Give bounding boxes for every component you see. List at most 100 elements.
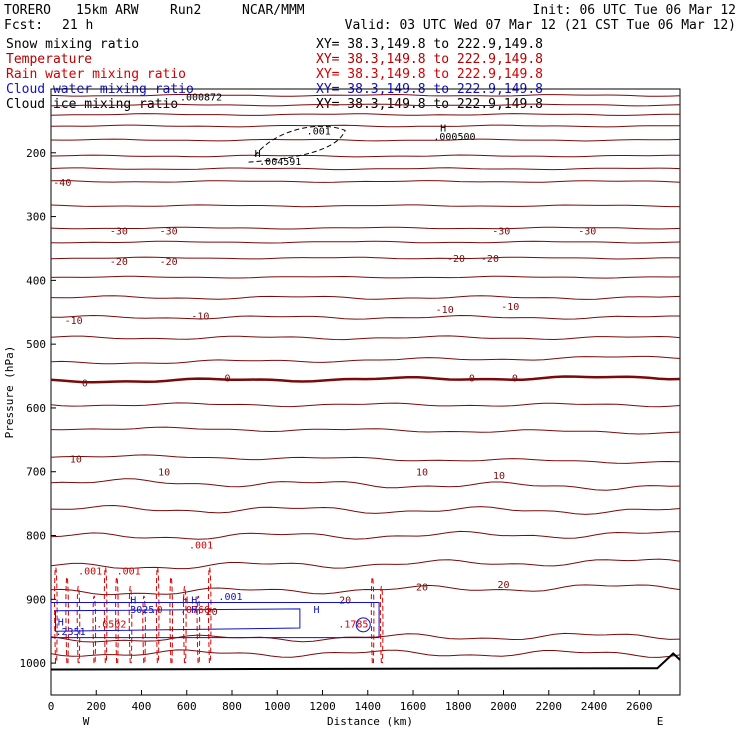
high-marker: H bbox=[440, 123, 446, 134]
temperature-label: -30 bbox=[160, 227, 178, 238]
cloud-water-label: 3025 bbox=[130, 605, 154, 616]
temperature-label: -20 bbox=[447, 254, 465, 265]
legend-xy: XY= 38.3,149.8 to 222.9,149.8 bbox=[316, 67, 543, 82]
high-marker: H bbox=[130, 595, 136, 606]
west-label: W bbox=[83, 715, 90, 728]
temperature-contours bbox=[50, 93, 681, 658]
y-tick-label: 300 bbox=[26, 211, 46, 224]
temperature-contour-line bbox=[50, 314, 680, 320]
temperature-label: 20 bbox=[497, 580, 509, 591]
temperature-contour-line bbox=[50, 478, 681, 491]
high-marker: H bbox=[255, 149, 261, 160]
y-tick-label: 400 bbox=[26, 274, 46, 287]
temperature-contour-line bbox=[50, 295, 681, 300]
run-name: Run2 bbox=[170, 3, 201, 18]
cloud-water-contour-line bbox=[55, 608, 301, 632]
temperature-contour-line bbox=[50, 402, 681, 408]
temperature-label: -20 bbox=[110, 257, 128, 268]
y-tick-label: 700 bbox=[26, 466, 46, 479]
y-axis-label: Pressure (hPa) bbox=[3, 346, 16, 439]
temperature-label: -10 bbox=[436, 305, 454, 316]
rain-label: .0 bbox=[151, 605, 163, 616]
east-label: E bbox=[657, 715, 664, 728]
legend-xy: XY= 38.3,149.8 to 222.9,149.8 bbox=[316, 97, 543, 112]
legend-name: Temperature bbox=[6, 52, 92, 67]
temperature-label: 10 bbox=[70, 454, 82, 465]
snow-contours bbox=[245, 125, 346, 163]
x-tick-label: 2000 bbox=[490, 700, 517, 713]
legend-name: Cloud ice mixing ratio bbox=[6, 97, 178, 112]
terrain-line bbox=[50, 652, 681, 671]
temperature-contour-line bbox=[50, 204, 680, 208]
temperature-label: 20 bbox=[339, 595, 351, 606]
header: TORERO 15km ARW Run2 NCAR/MMM Init: 06 U… bbox=[4, 3, 736, 33]
rain-label: .1785 bbox=[338, 620, 368, 631]
temperature-contour-line bbox=[50, 375, 681, 384]
x-tick-label: 0 bbox=[48, 700, 55, 713]
temperature-label: 10 bbox=[158, 468, 170, 479]
high-marker: H bbox=[313, 605, 319, 616]
temperature-label: -10 bbox=[501, 302, 519, 313]
temperature-label: -20 bbox=[481, 254, 499, 265]
temperature-label: -10 bbox=[65, 316, 83, 327]
y-tick-label: 1000 bbox=[20, 657, 47, 670]
legend-name: Snow mixing ratio bbox=[6, 37, 139, 52]
cloud-water-contour-line bbox=[50, 602, 380, 639]
temperature-contour-line bbox=[50, 275, 681, 279]
snow-label: .004591 bbox=[259, 157, 301, 168]
valid-time: Valid: 03 UTC Wed 07 Mar 12 (21 CST Tue … bbox=[345, 18, 736, 33]
rain-contour-line bbox=[379, 586, 384, 664]
temperature-contour-line bbox=[50, 154, 680, 158]
temperature-labels: -40 -30 -30 -30 -30 -20 -20 -20 -20 -10 -10 -10 -10 0… bbox=[53, 178, 596, 618]
x-tick-label: 1600 bbox=[400, 700, 427, 713]
axes: 0 200 400 600 800 1000 1200 1400 1600 1800 2000 220… bbox=[20, 147, 653, 713]
temperature-label: 0 bbox=[82, 378, 88, 389]
temperature-contour-line bbox=[50, 113, 680, 116]
snow-label: .000872 bbox=[180, 93, 222, 104]
temperature-label: 20 bbox=[416, 583, 428, 594]
temperature-contour-line bbox=[50, 454, 681, 464]
temperature-contour-line bbox=[50, 226, 681, 230]
x-tick-label: 1800 bbox=[445, 700, 472, 713]
temperature-label: -30 bbox=[110, 227, 128, 238]
x-tick-label: 1200 bbox=[309, 700, 336, 713]
rain-contour-line bbox=[103, 567, 108, 664]
high-marker: H bbox=[191, 595, 197, 606]
legend-name: Rain water mixing ratio bbox=[6, 67, 186, 82]
y-tick-label: 600 bbox=[26, 402, 46, 415]
snow-label: .001 bbox=[307, 126, 331, 137]
rain-contour-line bbox=[92, 595, 97, 664]
x-tick-label: 1400 bbox=[355, 700, 382, 713]
temperature-label: -40 bbox=[53, 178, 71, 189]
plot-frame bbox=[50, 88, 681, 696]
temperature-label: 0 bbox=[469, 373, 475, 384]
temperature-contour-line bbox=[50, 138, 681, 142]
high-marker: H bbox=[182, 595, 188, 606]
rain-label: .001 bbox=[117, 567, 141, 578]
rain-label: .0760 bbox=[180, 605, 210, 616]
snow-label: .000500 bbox=[433, 132, 475, 143]
x-tick-label: 200 bbox=[86, 700, 106, 713]
temperature-contour-line bbox=[50, 426, 681, 435]
rain-label: .0502 bbox=[96, 620, 126, 631]
rain-contour-line bbox=[207, 567, 212, 664]
y-tick-label: 900 bbox=[26, 593, 46, 606]
rain-contour-line bbox=[142, 595, 146, 664]
temperature-contour-line bbox=[50, 504, 681, 515]
rain-contour-line bbox=[183, 586, 187, 664]
temperature-contour-line bbox=[50, 240, 681, 244]
rain-label: .001 bbox=[189, 540, 213, 551]
cloud-water-label: .2351 bbox=[56, 627, 86, 638]
temperature-label: 10 bbox=[416, 468, 428, 479]
rain-contour-line bbox=[196, 595, 201, 664]
temperature-contour-line bbox=[50, 124, 681, 128]
cloud-water-label: .001 bbox=[218, 592, 242, 603]
temperature-label: -30 bbox=[578, 227, 596, 238]
y-tick-label: 800 bbox=[26, 530, 46, 543]
temperature-contour-line bbox=[50, 180, 681, 183]
x-tick-label: 2600 bbox=[626, 700, 653, 713]
init-time: Init: 06 UTC Tue 06 Mar 12 bbox=[533, 3, 737, 18]
temperature-label: -20 bbox=[160, 257, 178, 268]
rain-label: .001 bbox=[78, 567, 102, 578]
